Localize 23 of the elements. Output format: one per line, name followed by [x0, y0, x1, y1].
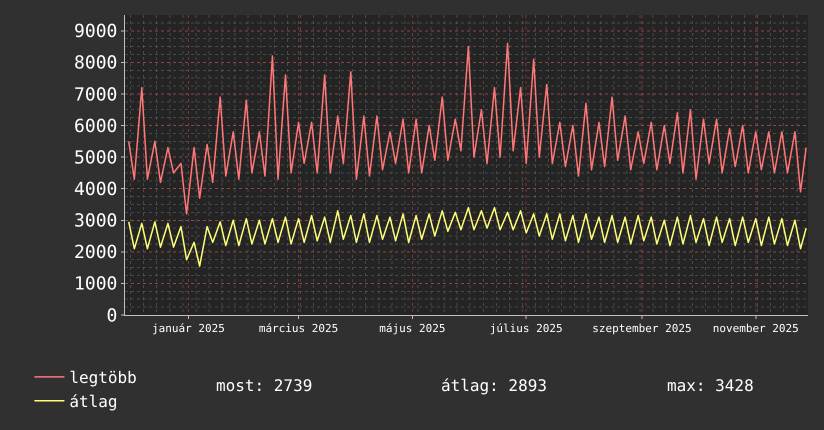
x-tick-label: november 2025 — [712, 322, 799, 336]
legend-label: átlag — [69, 392, 118, 411]
text: átlag: 2893 — [441, 376, 547, 395]
line-series — [128, 206, 807, 267]
x-tick-label: szeptember 2025 — [592, 322, 692, 336]
y-tick-label: 9000 — [74, 21, 118, 42]
y-tick-label: 6000 — [74, 116, 118, 137]
line-series — [128, 42, 807, 215]
text: max: 3428 — [667, 376, 754, 395]
x-tick-label: július 2025 — [490, 322, 563, 336]
y-tick-label: 4000 — [74, 178, 118, 200]
text: most: 2739 — [216, 376, 312, 395]
y-tick-label: 5000 — [74, 147, 118, 168]
y-tick-label: 2000 — [74, 242, 118, 264]
y-tick-label: 7000 — [74, 84, 118, 106]
x-tick-label: március 2025 — [258, 322, 338, 336]
y-tick-label: 0 — [106, 305, 118, 326]
x-tick-label: január 2025 — [152, 322, 225, 336]
y-tick-label: 8000 — [74, 52, 118, 74]
y-tick-label: 1000 — [74, 274, 118, 295]
x-tick-label: május 2025 — [379, 322, 446, 336]
y-tick-label: 3000 — [74, 210, 118, 232]
legend-label: legtöbb — [69, 368, 137, 388]
